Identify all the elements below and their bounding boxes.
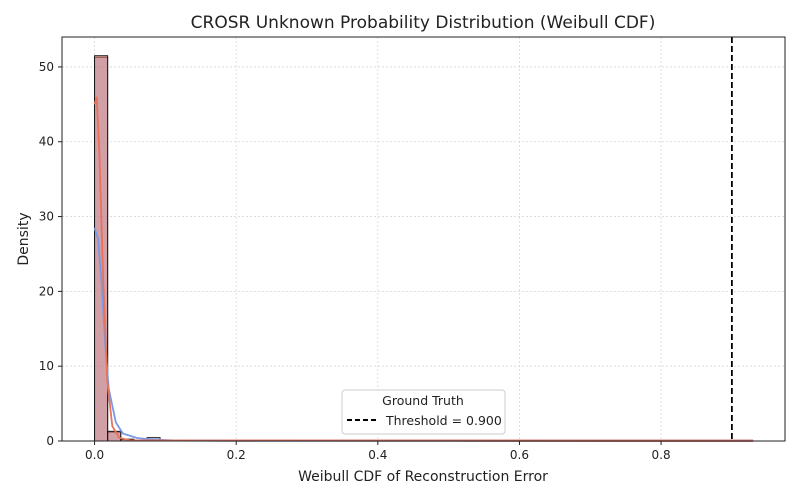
chart-title: CROSR Unknown Probability Distribution (… [191, 13, 656, 33]
y-tick-label: 20 [39, 284, 54, 298]
y-tick-label: 50 [39, 60, 54, 74]
x-axis-label: Weibull CDF of Reconstruction Error [298, 469, 548, 485]
kde-curve [95, 97, 754, 441]
y-axis-ticks: 0 10 20 30 40 50 [39, 60, 62, 448]
y-tick-label: 10 [39, 359, 54, 373]
legend-title: Ground Truth [382, 393, 464, 408]
x-tick-label: 0.6 [510, 448, 529, 462]
histogram-bars [95, 56, 754, 441]
legend: Ground Truth Threshold = 0.900 [342, 390, 505, 434]
x-tick-label: 0.2 [227, 448, 246, 462]
y-tick-label: 0 [46, 434, 54, 448]
x-axis-ticks: 0.0 0.2 0.4 0.6 0.8 [85, 441, 671, 462]
y-tick-label: 40 [39, 135, 54, 149]
x-tick-label: 0.0 [85, 448, 104, 462]
y-tick-label: 30 [39, 210, 54, 224]
x-tick-label: 0.8 [652, 448, 671, 462]
x-tick-label: 0.4 [368, 448, 387, 462]
legend-threshold-label: Threshold = 0.900 [385, 413, 502, 428]
kde-curves [95, 97, 754, 441]
histogram-bar [95, 56, 108, 441]
grid-lines [62, 37, 785, 441]
plot-frame [62, 37, 785, 441]
y-axis-label: Density [16, 212, 32, 265]
